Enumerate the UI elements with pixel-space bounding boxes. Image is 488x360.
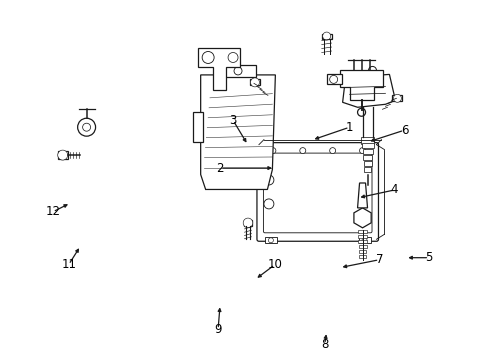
Bar	[326, 75, 341, 84]
Bar	[358, 255, 366, 258]
Circle shape	[250, 78, 259, 87]
Bar	[363, 161, 371, 166]
Circle shape	[329, 75, 337, 84]
FancyBboxPatch shape	[256, 143, 378, 241]
Text: 1: 1	[345, 121, 353, 134]
Polygon shape	[353, 208, 370, 228]
Bar	[244, 220, 251, 226]
Circle shape	[393, 94, 401, 102]
Bar	[264, 237, 276, 243]
Bar	[192, 112, 202, 142]
Text: 10: 10	[267, 258, 282, 271]
Text: 12: 12	[45, 205, 60, 219]
Circle shape	[202, 51, 214, 63]
Bar	[220, 65, 255, 77]
Bar	[361, 143, 373, 148]
Bar	[362, 155, 371, 160]
Polygon shape	[200, 75, 275, 189]
Bar	[358, 250, 366, 253]
Text: 7: 7	[375, 253, 383, 266]
Circle shape	[357, 108, 365, 116]
Circle shape	[58, 150, 67, 160]
Text: 2: 2	[216, 162, 224, 175]
Circle shape	[322, 32, 330, 40]
Circle shape	[368, 67, 376, 75]
Bar	[249, 80, 260, 85]
Circle shape	[227, 53, 238, 62]
Text: 5: 5	[425, 251, 432, 264]
Circle shape	[359, 148, 365, 154]
Polygon shape	[198, 48, 240, 90]
Circle shape	[78, 118, 95, 136]
Bar	[58, 151, 67, 159]
Circle shape	[329, 148, 335, 154]
Circle shape	[299, 148, 305, 154]
Circle shape	[243, 218, 252, 228]
Text: 4: 4	[390, 184, 397, 197]
Circle shape	[268, 238, 273, 243]
Text: 8: 8	[320, 338, 328, 351]
Bar	[392, 95, 402, 101]
Circle shape	[269, 148, 275, 154]
Polygon shape	[225, 70, 249, 75]
Text: 9: 9	[214, 323, 222, 336]
Polygon shape	[342, 75, 395, 107]
Circle shape	[264, 175, 273, 185]
Bar	[357, 230, 366, 233]
Bar	[358, 237, 370, 243]
Bar	[358, 245, 366, 248]
Polygon shape	[357, 183, 367, 208]
Text: 11: 11	[61, 258, 76, 271]
Bar	[362, 149, 372, 154]
Bar	[358, 240, 366, 243]
Circle shape	[264, 199, 273, 209]
Circle shape	[82, 123, 90, 131]
Bar	[360, 137, 374, 144]
FancyBboxPatch shape	[263, 153, 371, 233]
Circle shape	[361, 238, 366, 243]
Bar	[358, 235, 366, 238]
Bar	[363, 167, 370, 172]
Text: 6: 6	[400, 124, 407, 137]
Text: 3: 3	[229, 114, 236, 127]
Polygon shape	[339, 71, 383, 100]
Circle shape	[234, 67, 242, 75]
Bar	[321, 33, 331, 39]
